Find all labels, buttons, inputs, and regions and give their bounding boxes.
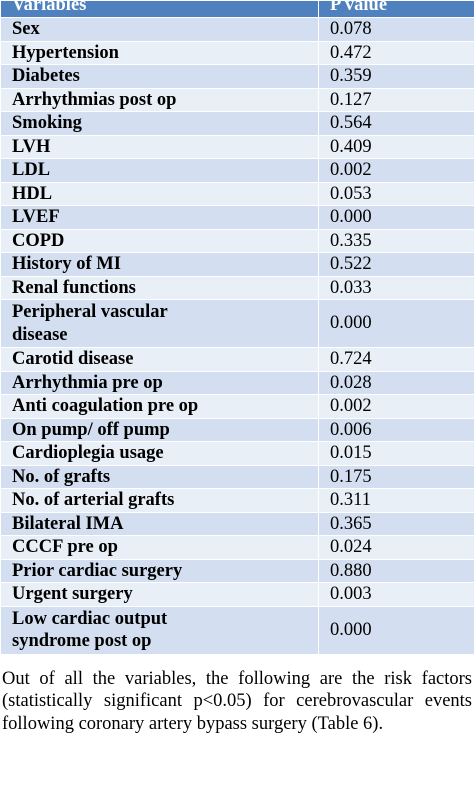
table-row: Low cardiac output syndrome post op 0.000 xyxy=(0,605,474,655)
p-value-cell: 0.127 xyxy=(318,87,474,112)
table-row: Carotid disease 0.724 xyxy=(0,347,474,372)
variable-cell: Anti coagulation pre op xyxy=(0,394,319,419)
p-value-cell: 0.000 xyxy=(318,605,474,655)
table-row: Cardioplegia usage 0.015 xyxy=(0,441,474,466)
variable-cell: Cardioplegia usage xyxy=(0,441,319,466)
p-value-cell: 0.033 xyxy=(318,275,474,300)
p-value-cell: 0.028 xyxy=(318,370,474,395)
table-row: Prior cardiac surgery 0.880 xyxy=(0,558,474,583)
p-value-table: Variables P value Sex 0.078 Hypertension 0.… xyxy=(0,0,474,655)
table-row: LDL 0.002 xyxy=(0,158,474,183)
p-value-cell: 0.564 xyxy=(318,111,474,136)
table-row: History of MI 0.522 xyxy=(0,252,474,277)
table-row: COPD 0.335 xyxy=(0,228,474,253)
table-row: No. of grafts 0.175 xyxy=(0,464,474,489)
p-value-cell: 0.724 xyxy=(318,347,474,372)
p-value-cell: 0.175 xyxy=(318,464,474,489)
table-row: HDL 0.053 xyxy=(0,181,474,206)
variable-cell: Low cardiac output syndrome post op xyxy=(0,605,319,655)
variable-cell: Peripheral vascular disease xyxy=(0,299,319,348)
table-row: Hypertension 0.472 xyxy=(0,40,474,65)
variable-cell: Sex xyxy=(0,17,319,42)
variable-cell: On pump/ off pump xyxy=(0,417,319,442)
variable-cell: Bilateral IMA xyxy=(0,511,319,536)
p-value-cell: 0.078 xyxy=(318,17,474,42)
body-paragraph: Out of all the variables, the following … xyxy=(2,668,472,734)
variable-cell: Prior cardiac surgery xyxy=(0,558,319,583)
p-value-cell: 0.006 xyxy=(318,417,474,442)
table-row: CCCF pre op 0.024 xyxy=(0,535,474,560)
header-p-value: P value xyxy=(318,0,474,18)
table-row: Arrhythmias post op 0.127 xyxy=(0,87,474,112)
table-body: Sex 0.078 Hypertension 0.472 Diabetes 0.359 Ar… xyxy=(0,17,474,655)
table-row: Renal functions 0.033 xyxy=(0,275,474,300)
table-row: Urgent surgery 0.003 xyxy=(0,582,474,607)
table-row: No. of arterial grafts 0.311 xyxy=(0,488,474,513)
p-value-cell: 0.002 xyxy=(318,158,474,183)
p-value-cell: 0.311 xyxy=(318,488,474,513)
variable-cell: History of MI xyxy=(0,252,319,277)
table-header-row: Variables P value xyxy=(0,0,474,18)
p-value-cell: 0.359 xyxy=(318,64,474,89)
variable-cell: Urgent surgery xyxy=(0,582,319,607)
variable-cell: HDL xyxy=(0,181,319,206)
variable-cell: Hypertension xyxy=(0,40,319,65)
variable-cell: Smoking xyxy=(0,111,319,136)
table-row: On pump/ off pump 0.006 xyxy=(0,417,474,442)
p-value-cell: 0.000 xyxy=(318,299,474,348)
p-value-cell: 0.002 xyxy=(318,394,474,419)
p-value-cell: 0.880 xyxy=(318,558,474,583)
variable-cell: Renal functions xyxy=(0,275,319,300)
variable-cell: LVEF xyxy=(0,205,319,230)
p-value-cell: 0.000 xyxy=(318,205,474,230)
table-row: LVEF 0.000 xyxy=(0,205,474,230)
table-row: Diabetes 0.359 xyxy=(0,64,474,89)
table-row: Anti coagulation pre op 0.002 xyxy=(0,394,474,419)
p-value-cell: 0.335 xyxy=(318,228,474,253)
variable-cell: Carotid disease xyxy=(0,347,319,372)
table-row: Smoking 0.564 xyxy=(0,111,474,136)
p-value-cell: 0.024 xyxy=(318,535,474,560)
p-value-cell: 0.472 xyxy=(318,40,474,65)
variable-cell: No. of grafts xyxy=(0,464,319,489)
variable-cell: CCCF pre op xyxy=(0,535,319,560)
variable-cell: LVH xyxy=(0,134,319,159)
p-value-cell: 0.365 xyxy=(318,511,474,536)
table-row: Peripheral vascular disease 0.000 xyxy=(0,299,474,348)
p-value-cell: 0.003 xyxy=(318,582,474,607)
variable-cell: Arrhythmias post op xyxy=(0,87,319,112)
table-row: Bilateral IMA 0.365 xyxy=(0,511,474,536)
p-value-cell: 0.409 xyxy=(318,134,474,159)
variable-cell: Diabetes xyxy=(0,64,319,89)
p-value-cell: 0.053 xyxy=(318,181,474,206)
table-row: Arrhythmia pre op 0.028 xyxy=(0,370,474,395)
p-value-cell: 0.522 xyxy=(318,252,474,277)
variable-cell: LDL xyxy=(0,158,319,183)
p-value-cell: 0.015 xyxy=(318,441,474,466)
variable-cell: No. of arterial grafts xyxy=(0,488,319,513)
table-row: LVH 0.409 xyxy=(0,134,474,159)
table-row: Sex 0.078 xyxy=(0,17,474,42)
variable-cell: COPD xyxy=(0,228,319,253)
header-variables: Variables xyxy=(0,0,319,18)
variable-cell: Arrhythmia pre op xyxy=(0,370,319,395)
